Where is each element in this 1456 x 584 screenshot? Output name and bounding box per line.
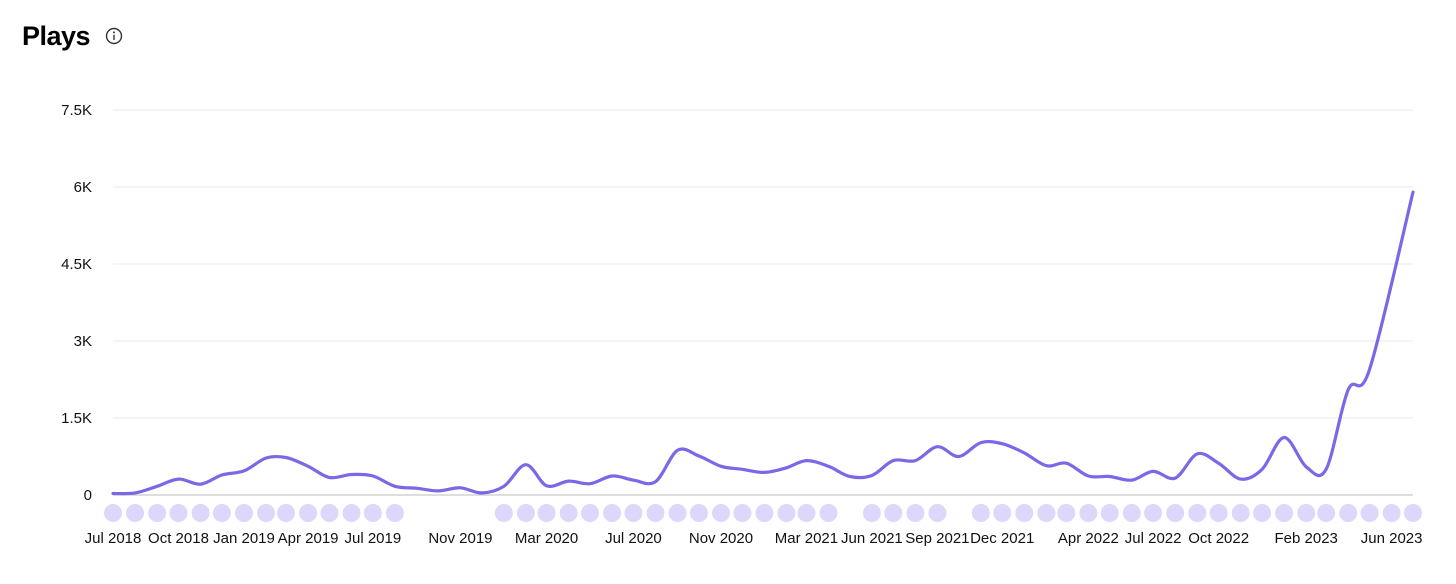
y-tick-label: 6K xyxy=(74,179,92,196)
month-marker-dot[interactable] xyxy=(299,504,318,522)
month-marker-dot[interactable] xyxy=(537,504,556,522)
month-marker-dot[interactable] xyxy=(212,504,231,522)
month-marker-dot[interactable] xyxy=(993,504,1012,522)
month-marker-dot[interactable] xyxy=(126,504,145,522)
y-tick-label: 0 xyxy=(84,487,92,504)
month-marker-dot[interactable] xyxy=(797,504,816,522)
x-tick-label: Dec 2021 xyxy=(970,530,1034,547)
series-line-layer xyxy=(111,190,1415,496)
x-tick-label: Jul 2020 xyxy=(605,530,662,547)
month-marker-dot[interactable] xyxy=(1404,504,1422,522)
month-marker-dot[interactable] xyxy=(646,504,665,522)
x-axis-ticks: Jul 2018 Oct 2018 Jan 2019 Apr 2019 Jul 2019… xyxy=(85,530,1423,547)
month-marker-dot[interactable] xyxy=(668,504,687,522)
month-marker-dot[interactable] xyxy=(711,504,730,522)
month-marker-dot[interactable] xyxy=(906,504,925,522)
x-tick-label: Jul 2019 xyxy=(344,530,401,547)
x-tick-label: Apr 2022 xyxy=(1058,530,1119,547)
month-marker-dot[interactable] xyxy=(342,504,361,522)
x-tick-label: Jan 2019 xyxy=(213,530,275,547)
month-marker-dot[interactable] xyxy=(1079,504,1098,522)
month-marker-dot[interactable] xyxy=(1339,504,1358,522)
chart-header: Plays xyxy=(22,16,124,56)
month-marker-dot[interactable] xyxy=(1253,504,1272,522)
grid-lines xyxy=(113,109,1413,496)
month-marker-dot[interactable] xyxy=(777,504,796,522)
month-marker-dot[interactable] xyxy=(363,504,382,522)
month-marker-dot[interactable] xyxy=(971,504,990,522)
month-marker-dot[interactable] xyxy=(148,504,167,522)
x-tick-label: Apr 2019 xyxy=(278,530,339,547)
month-marker-dot[interactable] xyxy=(1144,504,1163,522)
month-marker-dot[interactable] xyxy=(1057,504,1076,522)
month-marker-dot[interactable] xyxy=(884,504,903,522)
month-marker-dot[interactable] xyxy=(862,504,881,522)
month-marker-dot[interactable] xyxy=(277,504,296,522)
x-tick-label: Jul 2018 xyxy=(85,530,142,547)
month-marker-dot[interactable] xyxy=(559,504,578,522)
month-marker-dot[interactable] xyxy=(1188,504,1207,522)
y-tick-label: 4.5K xyxy=(61,256,92,273)
x-tick-label: Jul 2022 xyxy=(1125,530,1182,547)
x-tick-label: Mar 2021 xyxy=(775,530,838,547)
month-marker-dot[interactable] xyxy=(603,504,622,522)
x-tick-label: Jun 2023 xyxy=(1361,530,1423,547)
x-tick-label: Mar 2020 xyxy=(515,530,578,547)
x-tick-label: Jun 2021 xyxy=(841,530,903,547)
month-marker-dot[interactable] xyxy=(385,504,404,522)
y-tick-label: 3K xyxy=(74,333,92,350)
month-marker-dot[interactable] xyxy=(624,504,643,522)
x-tick-label: Feb 2023 xyxy=(1275,530,1338,547)
month-marker-dot[interactable] xyxy=(580,504,599,522)
info-circle-icon-glyph xyxy=(105,27,123,45)
y-axis-ticks: 0 1.5K 3K 4.5K 6K 7.5K xyxy=(61,102,92,504)
month-marker-dot[interactable] xyxy=(169,504,188,522)
month-marker-dot[interactable] xyxy=(1037,504,1056,522)
month-marker-dot[interactable] xyxy=(516,504,535,522)
month-marker-dot[interactable] xyxy=(689,504,708,522)
plays-series-line xyxy=(111,190,1415,496)
month-marker-dot[interactable] xyxy=(494,504,513,522)
month-marker-dot[interactable] xyxy=(191,504,210,522)
info-circle-icon[interactable] xyxy=(104,26,124,46)
month-markers xyxy=(104,504,1422,522)
month-marker-dot[interactable] xyxy=(1015,504,1034,522)
month-marker-dot[interactable] xyxy=(1166,504,1185,522)
month-marker-dot[interactable] xyxy=(1100,504,1119,522)
y-tick-label: 1.5K xyxy=(61,410,92,427)
month-marker-dot[interactable] xyxy=(1275,504,1294,522)
month-marker-dot[interactable] xyxy=(928,504,947,522)
month-marker-dot[interactable] xyxy=(1297,504,1316,522)
x-tick-label: Oct 2018 xyxy=(148,530,209,547)
month-marker-dot[interactable] xyxy=(1122,504,1141,522)
x-tick-label: Sep 2021 xyxy=(905,530,969,547)
month-marker-dot[interactable] xyxy=(1360,504,1379,522)
month-marker-dot[interactable] xyxy=(320,504,339,522)
x-tick-label: Nov 2019 xyxy=(428,530,492,547)
month-marker-dot[interactable] xyxy=(1231,504,1250,522)
month-marker-dot[interactable] xyxy=(819,504,838,522)
month-marker-dot[interactable] xyxy=(1317,504,1336,522)
month-marker-dot[interactable] xyxy=(234,504,253,522)
month-marker-dot[interactable] xyxy=(1209,504,1228,522)
x-tick-label: Nov 2020 xyxy=(689,530,753,547)
y-tick-label: 7.5K xyxy=(61,102,92,119)
month-marker-dot[interactable] xyxy=(733,504,752,522)
month-marker-dot[interactable] xyxy=(1382,504,1401,522)
month-marker-dot[interactable] xyxy=(257,504,276,522)
month-marker-dot[interactable] xyxy=(104,504,122,522)
month-marker-dot[interactable] xyxy=(755,504,774,522)
chart-title: Plays xyxy=(22,20,91,51)
x-tick-label: Oct 2022 xyxy=(1188,530,1249,547)
